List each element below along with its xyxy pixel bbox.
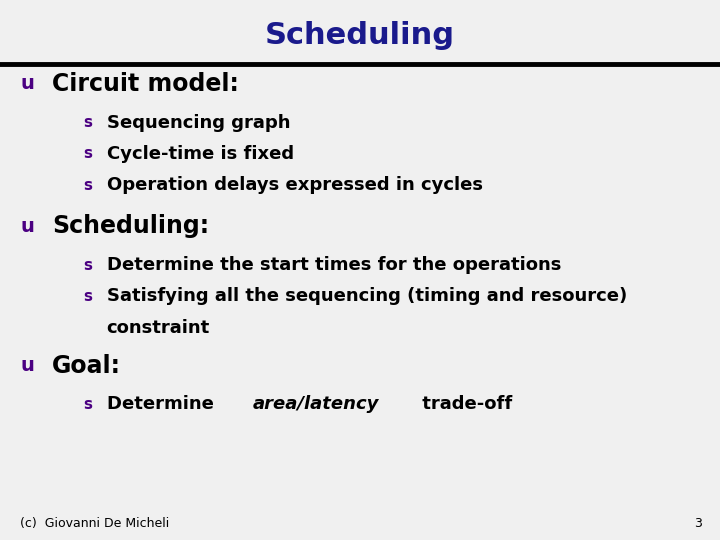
Text: u: u <box>20 356 34 375</box>
Text: Satisfying all the sequencing (timing and resource): Satisfying all the sequencing (timing an… <box>107 287 627 306</box>
Text: constraint: constraint <box>107 319 210 337</box>
Text: Determine the start times for the operations: Determine the start times for the operat… <box>107 256 561 274</box>
Text: Cycle-time is fixed: Cycle-time is fixed <box>107 145 294 163</box>
Text: Scheduling:: Scheduling: <box>52 214 209 238</box>
Text: Goal:: Goal: <box>52 354 121 377</box>
Text: s: s <box>83 258 92 273</box>
Text: s: s <box>83 115 92 130</box>
Text: Determine: Determine <box>107 395 220 414</box>
Text: s: s <box>83 178 92 193</box>
Text: trade-off: trade-off <box>415 395 512 414</box>
Text: Scheduling: Scheduling <box>265 21 455 50</box>
Text: s: s <box>83 289 92 304</box>
Text: s: s <box>83 146 92 161</box>
Text: u: u <box>20 74 34 93</box>
Text: 3: 3 <box>694 517 702 530</box>
Text: u: u <box>20 217 34 236</box>
Text: s: s <box>83 397 92 412</box>
Text: (c)  Giovanni De Micheli: (c) Giovanni De Micheli <box>20 517 169 530</box>
Text: Sequencing graph: Sequencing graph <box>107 113 290 132</box>
Text: Circuit model:: Circuit model: <box>52 72 239 96</box>
Text: Operation delays expressed in cycles: Operation delays expressed in cycles <box>107 176 482 194</box>
Text: area/latency: area/latency <box>253 395 379 414</box>
